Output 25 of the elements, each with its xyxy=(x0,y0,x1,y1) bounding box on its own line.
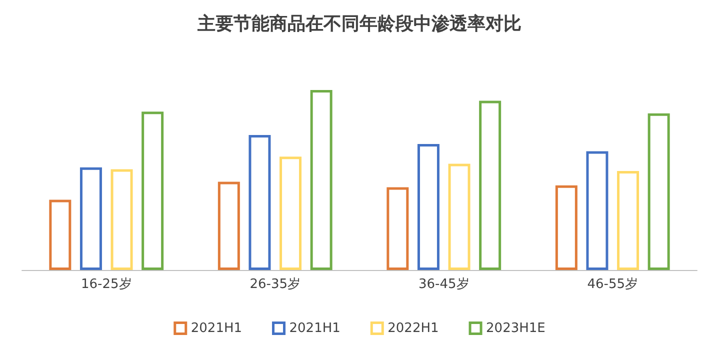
bar xyxy=(49,200,72,270)
bar xyxy=(386,187,409,270)
x-tick-label: 26-35岁 xyxy=(250,277,301,292)
bar xyxy=(310,90,332,270)
bar xyxy=(555,185,578,270)
bar xyxy=(617,171,640,270)
bar xyxy=(248,135,271,270)
bar xyxy=(280,156,302,270)
bar xyxy=(648,113,670,270)
x-tick-label: 46-55岁 xyxy=(587,277,638,292)
x-tick-label: 16-25岁 xyxy=(80,277,132,292)
legend-label: 2021H1 xyxy=(289,320,340,336)
x-tick-label: 36-45岁 xyxy=(418,277,470,292)
bar xyxy=(417,144,440,270)
bar xyxy=(586,151,608,270)
chart-title: 主要节能商品在不同年龄段中渗透率对比 xyxy=(196,14,522,34)
bar xyxy=(479,100,502,270)
bar xyxy=(110,169,133,270)
legend-label: 2023H1E xyxy=(486,320,546,336)
legend-label: 2022H1 xyxy=(388,320,439,336)
bar xyxy=(448,164,470,270)
bar xyxy=(218,182,240,270)
legend-label: 2021H1 xyxy=(190,320,242,336)
bar xyxy=(142,112,164,270)
bar xyxy=(80,167,102,270)
